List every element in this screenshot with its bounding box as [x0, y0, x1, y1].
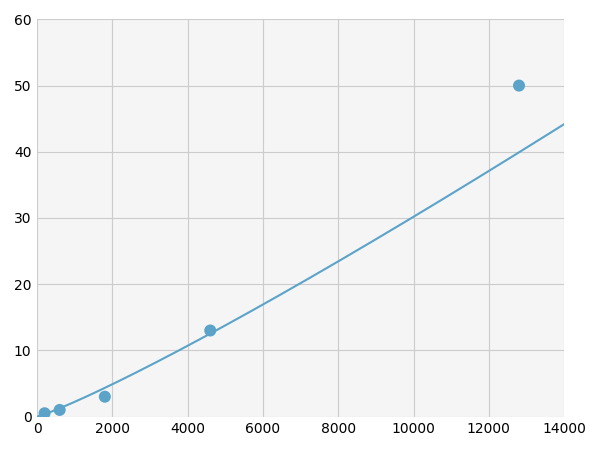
Point: [514, 82, 524, 89]
Point: [205, 327, 215, 334]
Point: [100, 393, 110, 400]
Point: [55, 406, 64, 414]
Point: [40, 410, 49, 417]
